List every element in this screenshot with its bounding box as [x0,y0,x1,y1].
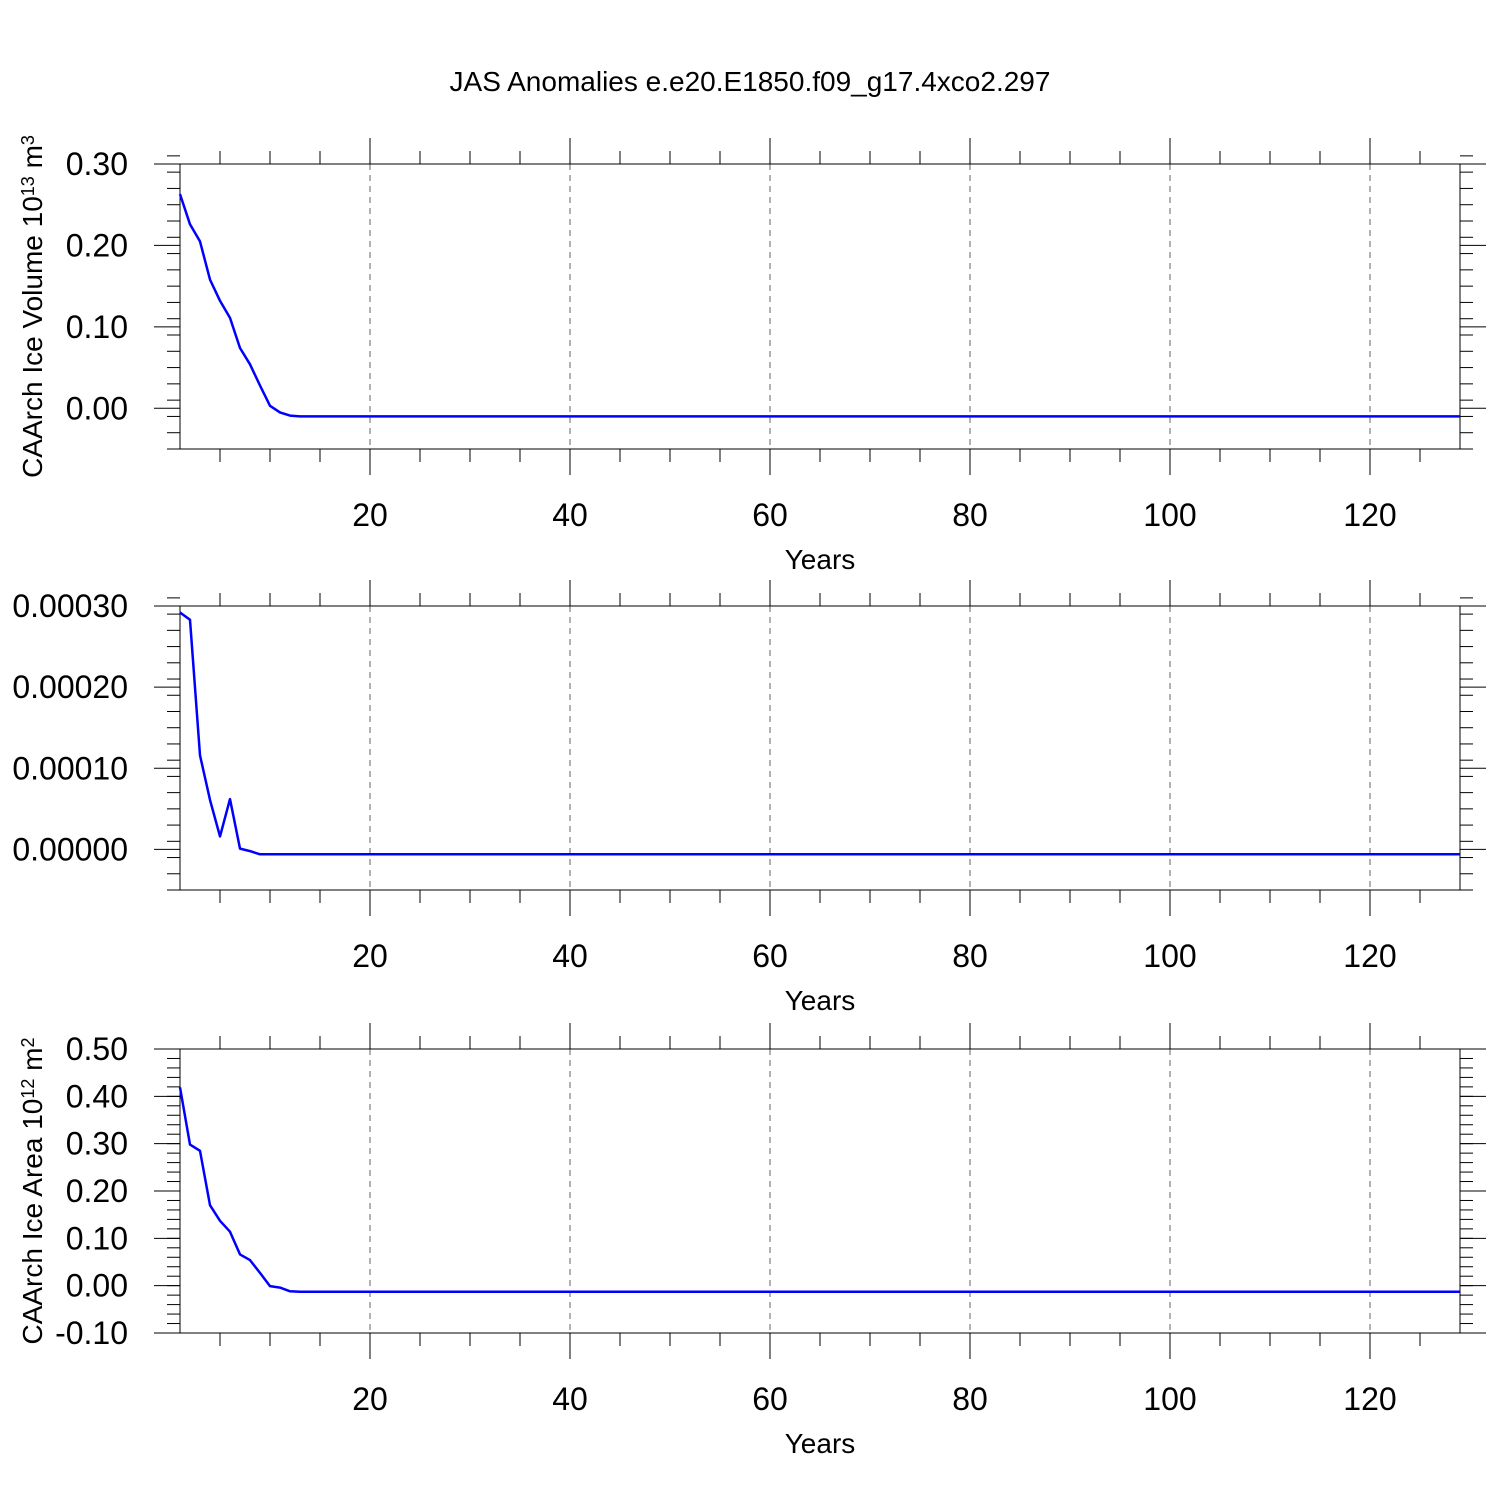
x-tick-label: 40 [552,1381,588,1417]
y-axis-label-exponent: 13 [18,176,38,196]
chart-panels: 20 40 60 80 100 120 0.00 0.10 0.20 0.30 Years CAArc… [12,135,1486,1459]
x-tick-label: 40 [552,497,588,533]
y-tick-label: 0.10 [66,1220,128,1256]
y-tick-label: 0.10 [66,309,128,345]
y-axis-label-unit-exponent: 2 [18,1037,38,1047]
y-tick-label: 0.20 [66,227,128,263]
x-tick-label: 80 [952,497,988,533]
y-tick-label: 0.20 [66,1173,128,1209]
plot-frame [179,163,1461,450]
chart-panel-3: 20 40 60 80 100 120 -0.10 0.00 0.10 0.20 0.30 0.40 0… [17,1023,1486,1459]
x-tick-label: 20 [352,1381,388,1417]
y-tick-label: 0.00010 [12,750,128,786]
x-tick-label: 80 [952,1381,988,1417]
plot-frame [179,1048,1461,1334]
x-tick-label: 120 [1343,497,1396,533]
chart-panel-1: 20 40 60 80 100 120 0.00 0.10 0.20 0.30 Years CAArc… [17,135,1486,575]
x-tick-label: 20 [352,497,388,533]
y-axis-label: CAArch Ice Volume 1013 m3 [17,135,48,478]
series-line-1 [178,1087,1460,1294]
x-tick-label: 80 [952,938,988,974]
y-tick-label: 0.40 [66,1078,128,1114]
x-axis-label: Years [785,985,856,1016]
y-tick-label: 0.00 [66,390,128,426]
x-tick-label: 120 [1343,1381,1396,1417]
plot-frame [179,605,1461,891]
x-tick-label: 100 [1143,938,1196,974]
x-tick-label: 60 [752,497,788,533]
y-tick-label: 0.00 [66,1268,128,1304]
y-tick-label: 0.30 [66,146,128,182]
x-tick-label: 100 [1143,497,1196,533]
x-tick-label: 40 [552,938,588,974]
y-axis-label-text: CAArch Ice Area 10 [17,1099,48,1345]
x-tick-label: 60 [752,1381,788,1417]
x-tick-label: 60 [752,938,788,974]
y-axis-label-unit: m [17,1047,48,1078]
y-axis-label: CAArch Ice Area 1012 m2 [17,1037,48,1344]
y-tick-label: 0.00030 [12,588,128,624]
chart-panel-2: 20 40 60 80 100 120 0.00000 0.00010 0.00020 0.000… [12,580,1486,1016]
y-axis-label-text: CAArch Ice Volume 10 [17,196,48,478]
x-axis-label: Years [785,544,856,575]
series-line-1 [179,611,1460,856]
y-tick-label: -0.10 [55,1315,128,1351]
x-axis-label: Years [785,1428,856,1459]
y-axis-label-exponent: 12 [18,1079,38,1099]
x-tick-label: 120 [1343,938,1396,974]
x-tick-label: 100 [1143,1381,1196,1417]
x-tick-label: 20 [352,938,388,974]
y-axis-label-unit-exponent: 3 [18,135,38,145]
y-tick-label: 0.50 [66,1031,128,1067]
figure-title: JAS Anomalies e.e20.E1850.f09_g17.4xco2.… [450,66,1051,97]
series-line-1 [178,193,1460,418]
y-tick-label: 0.00020 [12,669,128,705]
y-tick-label: 0.00000 [12,831,128,867]
y-tick-label: 0.30 [66,1126,128,1162]
y-axis-label-unit: m [17,145,48,176]
